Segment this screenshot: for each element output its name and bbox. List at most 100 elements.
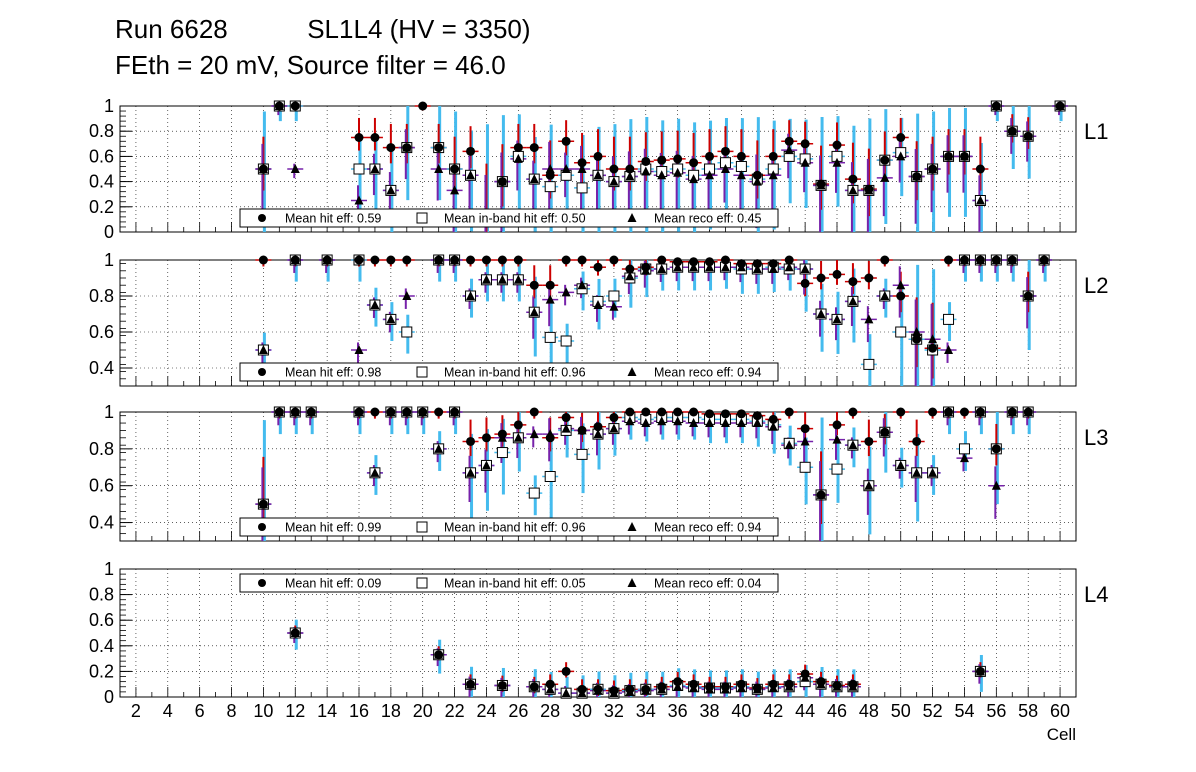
marker-inband-hit xyxy=(544,331,556,343)
marker-hit xyxy=(736,679,746,689)
marker-reco xyxy=(784,440,794,450)
marker-inband-hit xyxy=(353,163,365,175)
marker-reco xyxy=(832,157,842,167)
y-tick-label: 1 xyxy=(104,559,114,579)
marker-hit xyxy=(370,255,380,265)
marker-hit xyxy=(354,133,364,142)
legend-reco-label: Mean reco eff: 0.94 xyxy=(654,366,762,380)
legend-hit-label: Mean hit eff: 0.59 xyxy=(285,212,381,226)
y-tick-label: 1 xyxy=(104,96,114,116)
legend-reco-marker xyxy=(627,522,637,531)
marker-hit xyxy=(418,407,428,417)
legend-inband-marker xyxy=(416,366,428,378)
marker-reco xyxy=(450,185,460,195)
marker-hit xyxy=(609,255,619,265)
y-tick-label: 0.4 xyxy=(89,513,114,533)
marker-hit xyxy=(720,409,730,419)
legend-inband-label: Mean in-band hit eff: 0.50 xyxy=(444,212,586,226)
marker-reco xyxy=(657,170,667,180)
marker-hit xyxy=(880,255,890,265)
marker-inband-hit xyxy=(544,181,556,193)
marker-hit xyxy=(513,420,523,430)
y-tick-label: 0.8 xyxy=(89,585,114,605)
marker-inband-hit xyxy=(496,447,508,459)
marker-hit xyxy=(529,280,539,290)
marker-hit xyxy=(450,164,460,174)
marker-reco xyxy=(370,467,380,477)
marker-hit xyxy=(306,407,316,417)
marker-hit xyxy=(816,273,826,283)
marker-hit xyxy=(1023,131,1033,141)
x-tick-label: 26 xyxy=(508,701,528,721)
marker-hit xyxy=(561,413,571,423)
marker-hit xyxy=(657,255,667,265)
marker-hit xyxy=(959,151,969,161)
marker-inband-hit xyxy=(576,182,588,194)
marker-hit xyxy=(784,255,794,265)
marker-reco xyxy=(752,176,762,186)
marker-hit xyxy=(545,433,555,443)
marker-inband-hit xyxy=(831,463,843,475)
marker-reco xyxy=(784,262,794,272)
legend-inband-label: Mean in-band hit eff: 0.96 xyxy=(444,521,586,535)
marker-reco xyxy=(545,294,555,304)
marker-hit xyxy=(513,143,523,153)
marker-reco xyxy=(577,164,587,173)
x-tick-label: 52 xyxy=(923,701,943,721)
marker-hit xyxy=(880,427,890,437)
marker-reco xyxy=(736,170,746,180)
marker-reco xyxy=(593,300,603,309)
marker-hit xyxy=(784,136,794,146)
marker-reco xyxy=(800,264,810,273)
legend-reco-marker xyxy=(627,578,637,587)
marker-hit xyxy=(641,262,651,272)
x-tick-label: 42 xyxy=(763,701,783,721)
legend-hit-marker xyxy=(258,579,266,587)
panel-L2: 0.4 0.6 0.8 1 L2 Mean hit eff: 0.98 Mean in-ba… xyxy=(89,250,1108,387)
marker-hit xyxy=(434,407,444,417)
marker-reco xyxy=(466,170,476,180)
marker-hit xyxy=(689,407,699,417)
marker-reco xyxy=(864,314,874,324)
marker-hit xyxy=(705,151,715,161)
marker-reco xyxy=(848,440,858,450)
marker-hit xyxy=(736,151,746,161)
y-tick-label: 0.4 xyxy=(89,636,114,656)
marker-reco xyxy=(959,453,969,463)
y-tick-label: 0.8 xyxy=(89,121,114,141)
marker-hit xyxy=(705,257,715,267)
legend-inband-marker xyxy=(416,521,428,533)
legend-hit-label: Mean hit eff: 0.09 xyxy=(285,577,381,591)
legend: Mean hit eff: 0.09 Mean in-band hit eff: … xyxy=(239,573,779,593)
marker-hit xyxy=(752,683,762,693)
marker-reco xyxy=(513,432,523,442)
marker-reco xyxy=(625,171,635,181)
marker-hit xyxy=(274,101,284,111)
marker-hit xyxy=(896,407,906,417)
marker-reco xyxy=(386,185,396,195)
marker-reco xyxy=(848,185,858,195)
y-tick-label: 0.6 xyxy=(89,322,114,342)
legend: Mean hit eff: 0.99 Mean in-band hit eff: … xyxy=(239,517,779,537)
marker-hit xyxy=(896,291,906,301)
marker-reco xyxy=(370,164,380,173)
marker-reco xyxy=(896,151,906,161)
marker-hit xyxy=(529,143,539,153)
marker-hit xyxy=(625,164,635,174)
panel-label: L1 xyxy=(1084,119,1108,144)
x-tick-label: 24 xyxy=(476,701,496,721)
chart-title-settings: FEth = 20 mV, Source filter = 46.0 xyxy=(115,50,506,80)
marker-hit xyxy=(832,140,842,150)
marker-hit xyxy=(768,151,778,161)
y-tick-label: 0.6 xyxy=(89,146,114,166)
marker-reco xyxy=(434,164,444,173)
marker-hit xyxy=(720,255,730,265)
x-tick-label: 54 xyxy=(954,701,974,721)
marker-hit xyxy=(991,444,1001,454)
marker-hit xyxy=(354,255,364,265)
legend-reco-label: Mean reco eff: 0.94 xyxy=(654,521,762,535)
legend-hit-label: Mean hit eff: 0.98 xyxy=(285,366,381,380)
x-tick-label: 44 xyxy=(795,701,815,721)
marker-hit xyxy=(768,259,778,269)
